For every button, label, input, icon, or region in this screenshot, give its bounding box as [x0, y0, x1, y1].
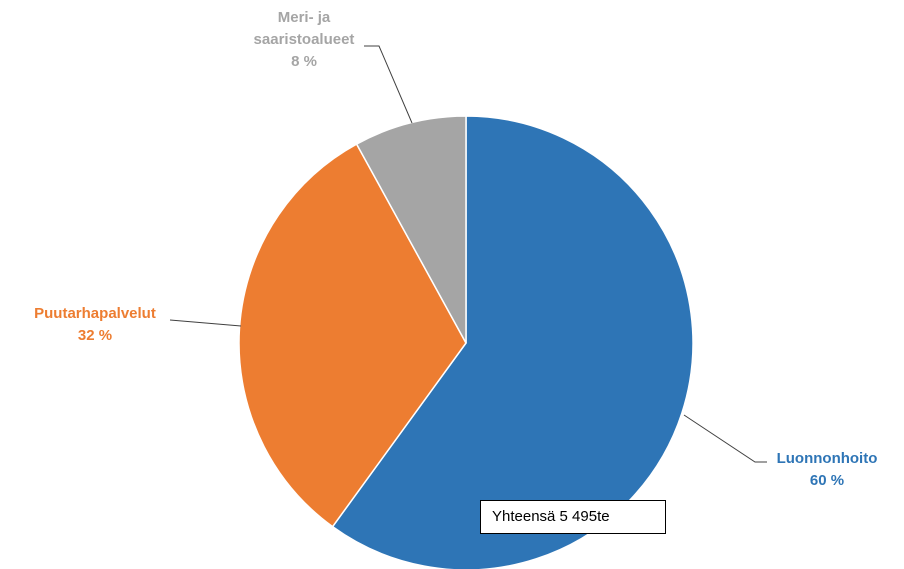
- slice-label-meri-ja-saaristoalueet: Meri- ja saaristoalueet 8 %: [234, 7, 374, 73]
- leader-line-luonnonhoito: [683, 414, 767, 463]
- leader-line-puutarhapalvelut: [169, 319, 242, 327]
- pie-slice-puutarhapalvelut: [238, 143, 467, 528]
- total-annotation-box: Yhteensä 5 495te: [480, 500, 666, 534]
- slice-percent-meri-ja-saaristoalueet: 8 %: [291, 53, 317, 70]
- slice-label-puutarhapalvelut: Puutarhapalvelut 32 %: [16, 303, 174, 347]
- slice-name-meri-ja-line2: saaristoalueet: [253, 31, 355, 48]
- slice-name-meri-ja-line1: Meri- ja: [277, 9, 331, 26]
- leader-line-meri-ja-saaristoalueet: [364, 45, 413, 124]
- slice-percent-puutarhapalvelut: 32 %: [77, 327, 113, 344]
- pie-slice-meri-ja-saaristoalueet: [355, 115, 467, 344]
- slice-percent-luonnonhoito: 60 %: [809, 472, 845, 489]
- slice-name-puutarhapalvelut: Puutarhapalvelut: [34, 305, 156, 322]
- pie-slice-luonnonhoito: [331, 115, 694, 569]
- slice-name-luonnonhoito: Luonnonhoito: [776, 450, 878, 467]
- slice-label-luonnonhoito: Luonnonhoito 60 %: [763, 448, 891, 492]
